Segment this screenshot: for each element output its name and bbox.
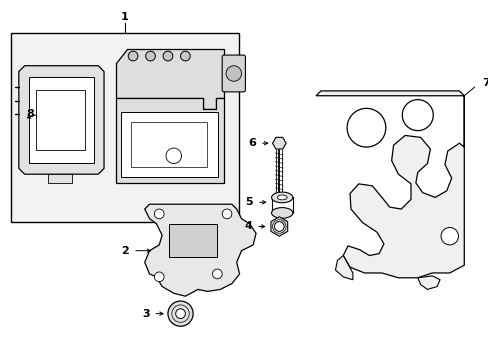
Circle shape [163, 51, 172, 61]
Polygon shape [168, 224, 217, 257]
Polygon shape [335, 256, 352, 280]
Circle shape [175, 309, 185, 319]
Circle shape [225, 66, 241, 81]
Ellipse shape [277, 195, 286, 200]
Circle shape [274, 222, 284, 231]
Text: 3: 3 [142, 309, 149, 319]
Polygon shape [417, 276, 439, 289]
Ellipse shape [271, 192, 292, 203]
Text: 7: 7 [482, 78, 488, 88]
Polygon shape [272, 137, 285, 149]
Polygon shape [116, 49, 224, 109]
Text: 4: 4 [244, 221, 252, 231]
Polygon shape [116, 98, 224, 183]
Polygon shape [19, 66, 104, 174]
Circle shape [402, 100, 432, 131]
Circle shape [128, 51, 138, 61]
Circle shape [154, 209, 164, 219]
Text: 1: 1 [121, 12, 128, 22]
Text: 8: 8 [26, 109, 34, 119]
Circle shape [154, 272, 164, 282]
Circle shape [167, 301, 193, 326]
Circle shape [180, 51, 190, 61]
Circle shape [346, 108, 385, 147]
Ellipse shape [271, 208, 292, 218]
FancyBboxPatch shape [222, 55, 245, 92]
Circle shape [145, 51, 155, 61]
Circle shape [440, 228, 458, 245]
Polygon shape [144, 204, 256, 296]
Text: 6: 6 [248, 138, 256, 148]
Bar [11, 33, 238, 222]
Circle shape [212, 269, 222, 279]
Circle shape [222, 209, 231, 219]
Polygon shape [270, 217, 287, 236]
Text: 5: 5 [245, 197, 253, 207]
Polygon shape [121, 112, 218, 177]
Polygon shape [315, 91, 463, 278]
Polygon shape [28, 77, 94, 163]
Text: 2: 2 [121, 246, 129, 256]
Polygon shape [48, 174, 72, 183]
